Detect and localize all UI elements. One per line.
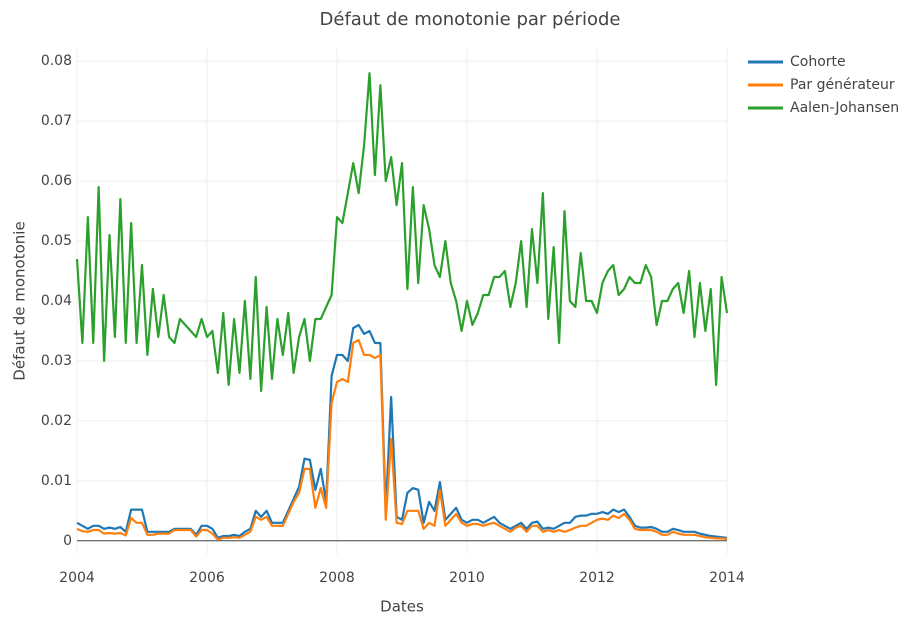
x-tick-label: 2004 <box>59 570 95 586</box>
y-tick-label: 0.07 <box>41 113 72 129</box>
y-tick-label: 0.05 <box>41 233 72 249</box>
y-tick-label: 0.06 <box>41 173 72 189</box>
chart-title: Défaut de monotonie par période <box>320 9 621 30</box>
y-axis-label: Défaut de monotonie <box>11 221 29 380</box>
x-tick-label: 2012 <box>579 570 615 586</box>
y-tick-label: 0.01 <box>41 473 72 489</box>
legend-label: Aalen-Johansen <box>790 100 899 116</box>
x-tick-label: 2006 <box>189 570 225 586</box>
series-line <box>76 338 728 541</box>
y-tick-label: 0.08 <box>41 53 72 69</box>
y-tick-label: 0.03 <box>41 353 72 369</box>
legend-label: Cohorte <box>790 54 846 70</box>
y-tick-label: 0.04 <box>41 293 72 309</box>
y-tick-label: 0.02 <box>41 413 72 429</box>
x-tick-label: 2014 <box>709 570 745 586</box>
series-line <box>75 72 729 393</box>
x-tick-label: 2010 <box>449 570 485 586</box>
x-tick-label: 2008 <box>319 570 355 586</box>
series-line <box>76 323 728 539</box>
x-axis-label: Dates <box>380 598 424 616</box>
legend-label: Par générateur <box>790 77 895 93</box>
y-tick-label: 0 <box>63 533 72 549</box>
